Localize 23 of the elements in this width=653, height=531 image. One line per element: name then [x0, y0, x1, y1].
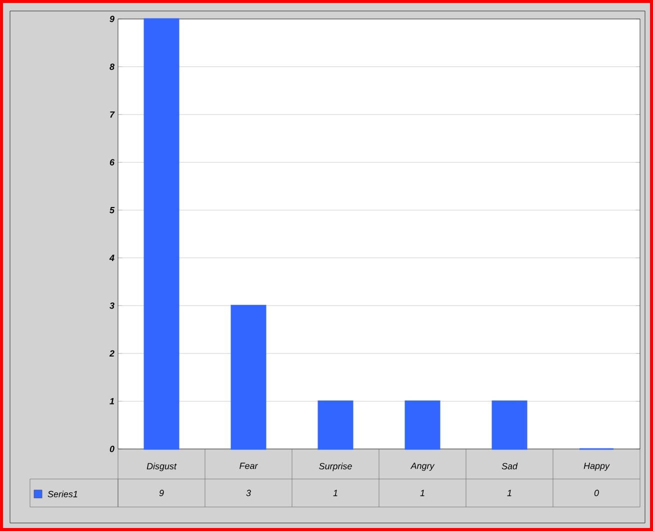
data-label: 0	[594, 490, 599, 496]
data-label: 1	[420, 490, 424, 496]
data-label: 1	[333, 490, 338, 496]
y-tick-label: 9	[110, 16, 114, 22]
x-tick-label: Angry	[410, 462, 435, 471]
x-tick-label: Fear	[240, 462, 258, 470]
y-tick-label: 7	[110, 111, 115, 118]
legend-label: Series1	[48, 490, 78, 498]
y-tick-label: 3	[110, 302, 114, 309]
data-label: 1	[507, 490, 512, 496]
y-tick-label: 8	[110, 64, 114, 70]
y-tick-label: 6	[110, 159, 115, 166]
x-tick-label: Surprise	[319, 462, 352, 472]
x-tick-label: Sad	[502, 462, 518, 470]
x-tick-label: Disgust	[146, 462, 177, 472]
y-tick-label: 4	[109, 254, 114, 261]
data-label: 3	[246, 490, 251, 496]
x-tick-label: Happy	[584, 462, 610, 471]
data-label: 9	[159, 490, 164, 496]
y-tick-label: 2	[109, 350, 114, 357]
y-tick-label: 1	[110, 398, 114, 404]
y-tick-label: 0	[110, 446, 114, 452]
y-tick-label: 5	[110, 206, 115, 214]
